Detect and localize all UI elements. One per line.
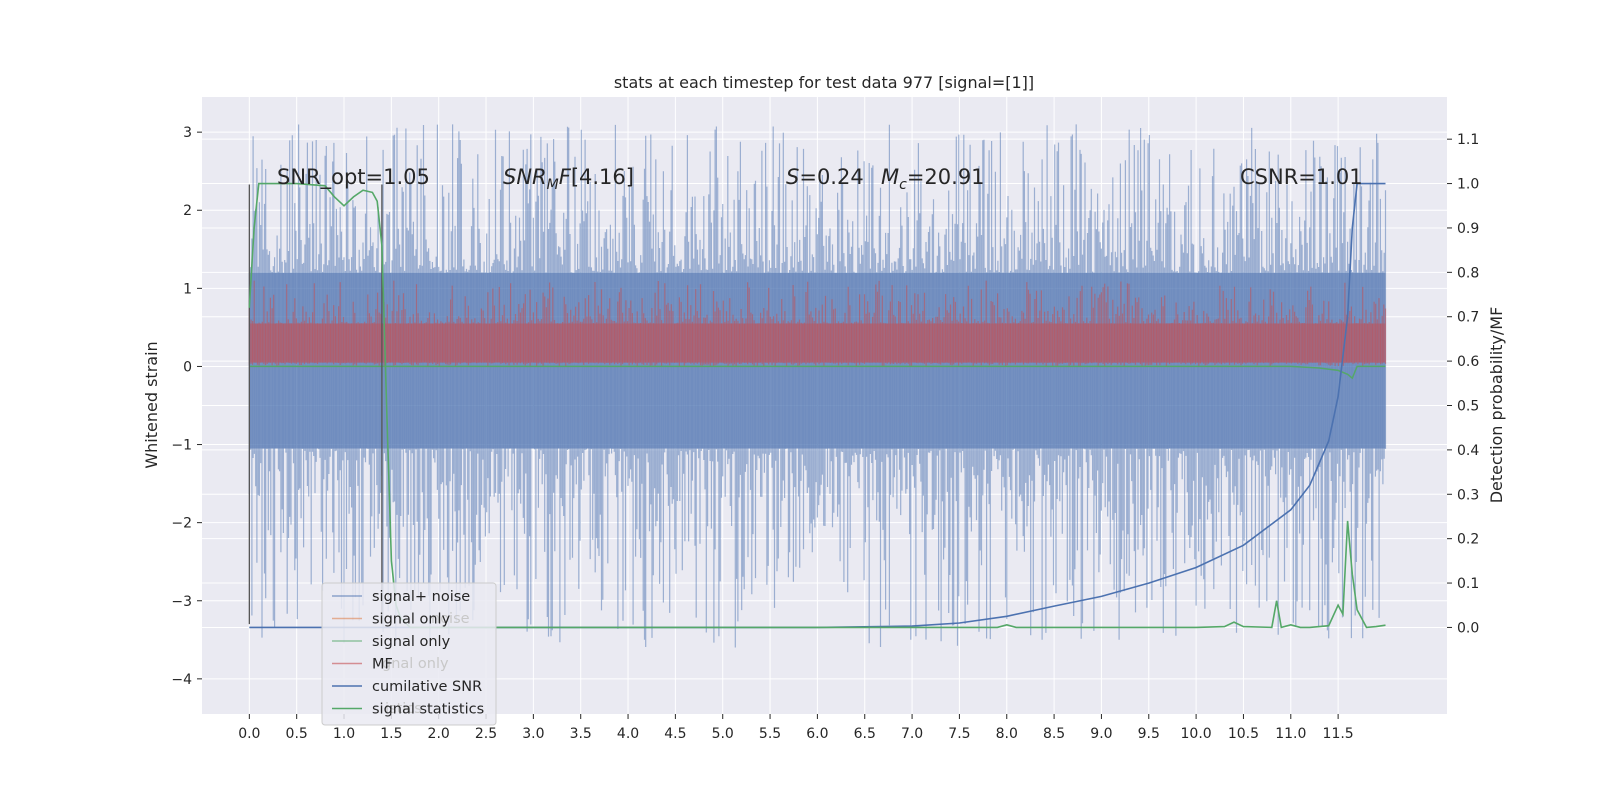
y-tick-label-left: −1: [171, 438, 192, 454]
x-tick-label: 6.0: [806, 726, 828, 742]
y-tick-label-left: 2: [183, 203, 192, 219]
legend: noise gnal only istics signal+ noisesign…: [321, 582, 497, 726]
y-axis-label-left: Whitened strain: [142, 341, 161, 468]
legend-ghost-noise: noise: [431, 611, 470, 627]
annotation-s-value: =0.24: [799, 165, 863, 189]
legend-label: MF: [372, 657, 393, 673]
legend-label: cumilative SNR: [372, 679, 482, 695]
y-tick-label-left: −2: [171, 516, 192, 532]
y-tick-label-right: 0.4: [1457, 443, 1479, 459]
x-tick-label: 7.0: [901, 726, 923, 742]
series-cumilative-snr: [249, 182, 1386, 629]
x-tick-label: 3.5: [570, 726, 592, 742]
legend-label: signal+ noise: [372, 589, 470, 605]
annotation-csnr: CSNR=1.01: [1240, 165, 1363, 189]
series-signal-statistics: [248, 182, 1386, 629]
y-tick-label-left: 3: [183, 125, 192, 141]
annotation-mc-value: =20.91: [907, 165, 985, 189]
annotation-s: S=0.24: [786, 165, 864, 189]
y-tick-label-right: 0.8: [1457, 265, 1479, 281]
y-tick-label-left: 0: [183, 359, 192, 375]
y-tick-label-right: 0.7: [1457, 310, 1479, 326]
x-tick-label: 10.5: [1228, 726, 1259, 742]
x-tick-label: 6.5: [854, 726, 876, 742]
x-tick-label: 2.0: [428, 726, 450, 742]
x-tick-label: 3.0: [522, 726, 544, 742]
x-tick-label: 1.0: [333, 726, 355, 742]
x-tick-label: 7.5: [948, 726, 970, 742]
annotations: SNR_opt=1.05 SNRMF[4.16] S=0.24 Mc=20.91…: [277, 165, 1363, 193]
legend-label: signal statistics: [372, 702, 484, 718]
x-tick-label: 2.5: [475, 726, 497, 742]
y-tick-label-right: 0.1: [1457, 576, 1479, 592]
ticks: 0.0 0.5 1.0 1.5 2.0 2.5 3.0 3.5 4.0 4.5 5.0 5.5 6.0 6…: [171, 125, 1479, 742]
chart-title: stats at each timestep for test data 977…: [614, 73, 1034, 92]
y-tick-label-left: 1: [183, 281, 192, 297]
x-tick-label: 0.5: [286, 726, 308, 742]
y-axis-label-right: Detection probability/MF: [1487, 307, 1506, 504]
x-tick-label: 1.5: [380, 726, 402, 742]
legend-ghost-signal-only: gnal only: [382, 656, 449, 672]
x-tick-label: 11.0: [1275, 726, 1306, 742]
x-tick-label: 5.5: [759, 726, 781, 742]
x-tick-label: 4.5: [664, 726, 686, 742]
x-tick-label: 9.5: [1138, 726, 1160, 742]
y-tick-label-right: 0.3: [1457, 487, 1479, 503]
series-layer: [248, 124, 1387, 648]
x-tick-label: 10.0: [1181, 726, 1212, 742]
y-tick-label-left: −3: [171, 594, 192, 610]
annotation-snr-mf: SNRMF[4.16]: [503, 165, 634, 193]
y-tick-label-right: 0.0: [1457, 620, 1479, 636]
y-tick-label-right: 0.6: [1457, 354, 1479, 370]
x-tick-label: 8.0: [996, 726, 1018, 742]
legend-box: [321, 582, 497, 726]
y-tick-label-right: 0.9: [1457, 221, 1479, 237]
annotation-snr-mf-value: [4.16]: [571, 165, 634, 189]
x-tick-label: 11.5: [1323, 726, 1354, 742]
x-tick-label: 5.0: [712, 726, 734, 742]
y-tick-label-right: 0.5: [1457, 399, 1479, 415]
series-signal-only-green: [249, 365, 1386, 380]
legend-ghost-stats: istics: [385, 701, 422, 717]
y-tick-label-right: 1.1: [1457, 132, 1479, 148]
legend-label: signal only: [372, 634, 451, 650]
x-tick-label: 0.0: [238, 726, 260, 742]
legend-items: signal+ noise signal only signal only MF cum…: [332, 589, 484, 718]
y-tick-label-right: 0.2: [1457, 532, 1479, 548]
annotation-snr-opt: SNR_opt=1.05: [277, 165, 430, 190]
x-tick-label: 9.0: [1090, 726, 1112, 742]
x-tick-label: 4.0: [617, 726, 639, 742]
y-tick-label-left: −4: [171, 672, 192, 688]
annotation-mc: Mc=20.91: [881, 165, 985, 193]
x-tick-label: 8.5: [1043, 726, 1065, 742]
y-tick-label-right: 1.0: [1457, 177, 1479, 193]
legend-label: signal only: [372, 612, 451, 628]
